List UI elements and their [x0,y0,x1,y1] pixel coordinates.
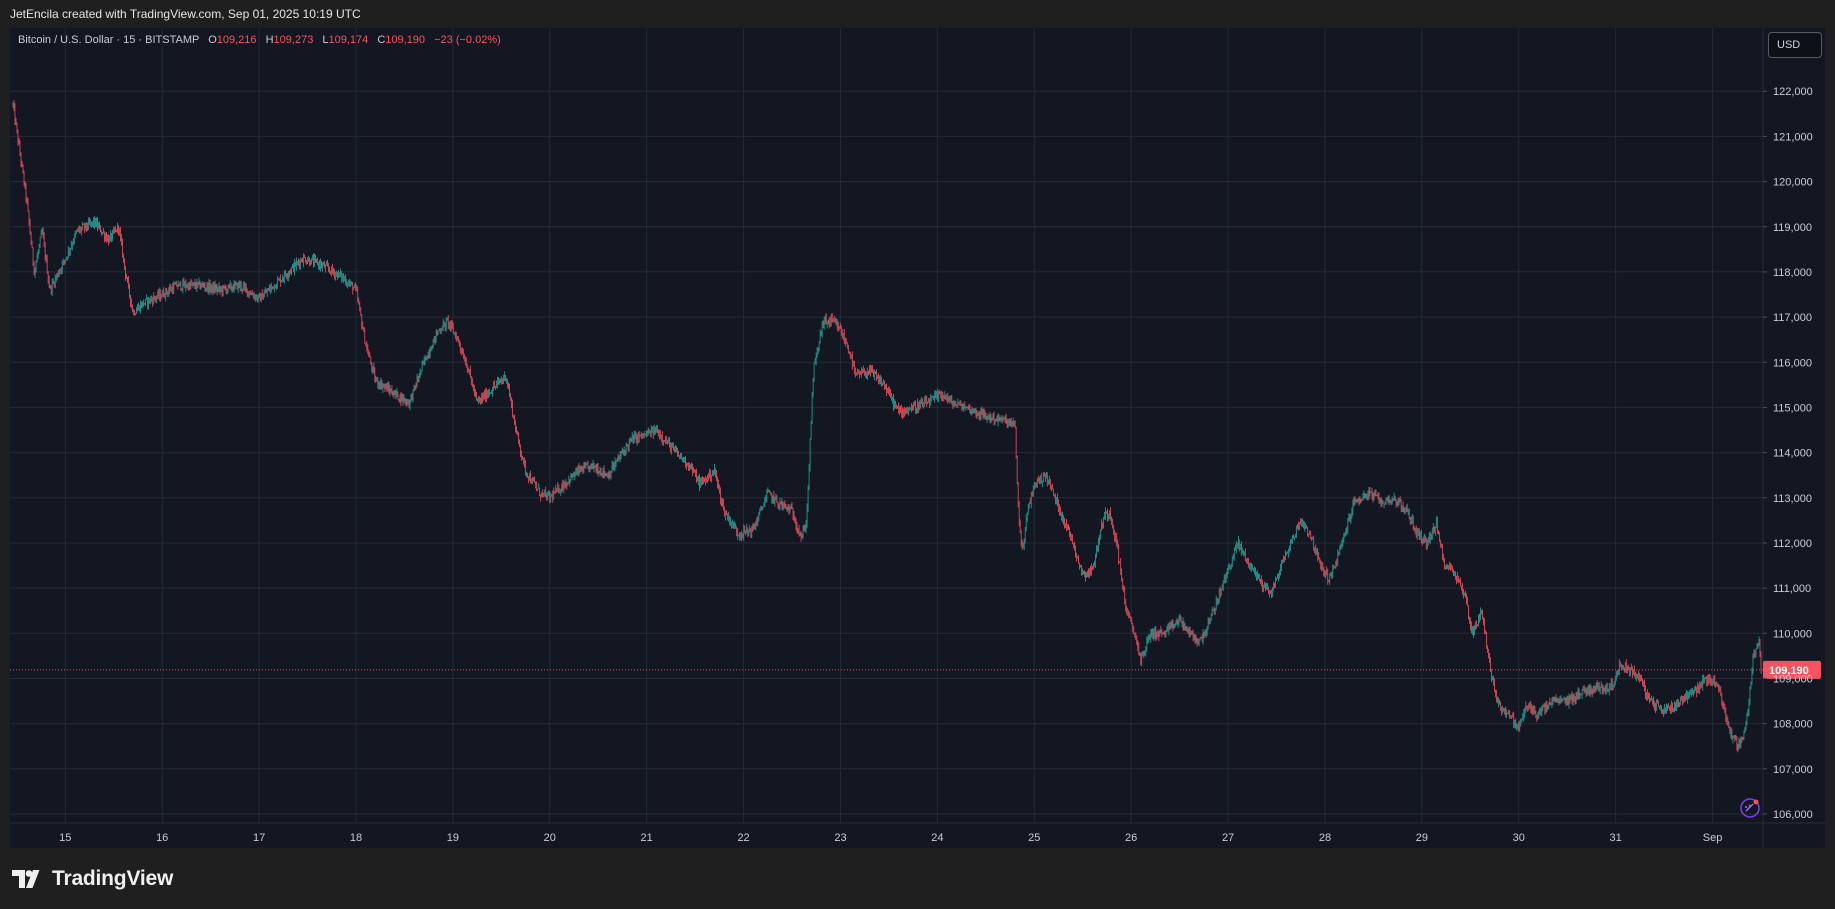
high-label: H [265,34,274,46]
candles [12,100,1762,753]
low-label: L [322,34,329,46]
x-tick-label: 17 [253,832,265,844]
y-tick-label: 117,000 [1773,312,1812,324]
price-axis: 106,000 107,000 108,000 109,000 110,000 111,0… [1763,86,1813,821]
x-tick-label: 30 [1513,832,1525,844]
y-tick-label: 118,000 [1773,267,1812,279]
y-tick-label: 115,000 [1773,402,1812,414]
x-tick-label: 21 [641,832,653,844]
grid-lines [10,28,1763,823]
brand-name: TradingView [52,867,174,890]
y-tick-label: 111,000 [1773,583,1811,595]
chart-credit: JetEncila created with TradingView.com, … [10,7,361,21]
y-tick-label: 107,000 [1773,764,1813,776]
current-price-tag [1763,660,1821,679]
x-tick-label: 15 [59,832,71,844]
x-tick-label: 16 [156,832,168,844]
sparkle-icon[interactable] [1740,798,1760,818]
y-tick-label: 109,000 [1773,673,1813,685]
low-value: 109,174 [328,34,369,46]
y-tick-label: 114,000 [1773,448,1812,460]
chart-area[interactable]: 109,190 106,000 107,000 108,000 109,000 110,… [10,28,1825,848]
y-tick-label: 112,000 [1773,538,1812,550]
current-price-label: 109,190 [1769,665,1809,677]
x-tick-label: 18 [350,832,362,844]
tradingview-brand: TradingView [12,866,173,892]
x-tick-label: 20 [544,832,556,844]
x-tick-label: 31 [1610,832,1622,844]
x-tick-label: 26 [1125,832,1137,844]
x-tick-label: 28 [1319,832,1331,844]
plot-background [10,28,1763,848]
y-tick-label: 119,000 [1773,222,1812,234]
y-tick-label: 116,000 [1773,357,1812,369]
x-tick-label: Sep [1703,832,1723,844]
open-label: O [208,34,217,46]
x-tick-label: 29 [1416,832,1428,844]
x-tick-label: 24 [931,832,943,844]
y-tick-label: 113,000 [1773,493,1812,505]
time-axis: 15 16 17 18 19 20 21 22 23 24 25 26 27 28 29 30 31 Sep [59,832,1722,844]
tradingview-logo-icon [12,870,40,888]
y-tick-label: 120,000 [1773,177,1813,189]
close-label: C [377,34,386,46]
symbol-name[interactable]: Bitcoin / U.S. Dollar · 15 · BITSTAMP [18,34,200,46]
y-tick-label: 106,000 [1773,809,1813,821]
open-value: 109,216 [216,34,257,46]
price-chart[interactable]: 109,190 106,000 107,000 108,000 109,000 110,… [10,28,1825,848]
change-value: −23 (−0.02%) [434,34,501,46]
x-tick-label: 27 [1222,832,1234,844]
top-bar: JetEncila created with TradingView.com, … [0,0,1835,28]
y-tick-label: 122,000 [1773,86,1813,98]
y-tick-label: 108,000 [1773,719,1813,731]
axis-background [1763,28,1825,848]
currency-button[interactable]: USD [1768,32,1822,58]
y-tick-label: 121,000 [1773,131,1813,143]
close-value: 109,190 [385,34,426,46]
x-tick-label: 25 [1028,832,1040,844]
high-value: 109,273 [273,34,314,46]
y-tick-label: 110,000 [1773,628,1812,640]
x-tick-label: 22 [737,832,749,844]
ohlc-legend: Bitcoin / U.S. Dollar · 15 · BITSTAMP O1… [18,34,501,46]
price-line-group: 109,190 [10,660,1821,679]
x-tick-label: 23 [834,832,846,844]
x-tick-label: 19 [447,832,459,844]
